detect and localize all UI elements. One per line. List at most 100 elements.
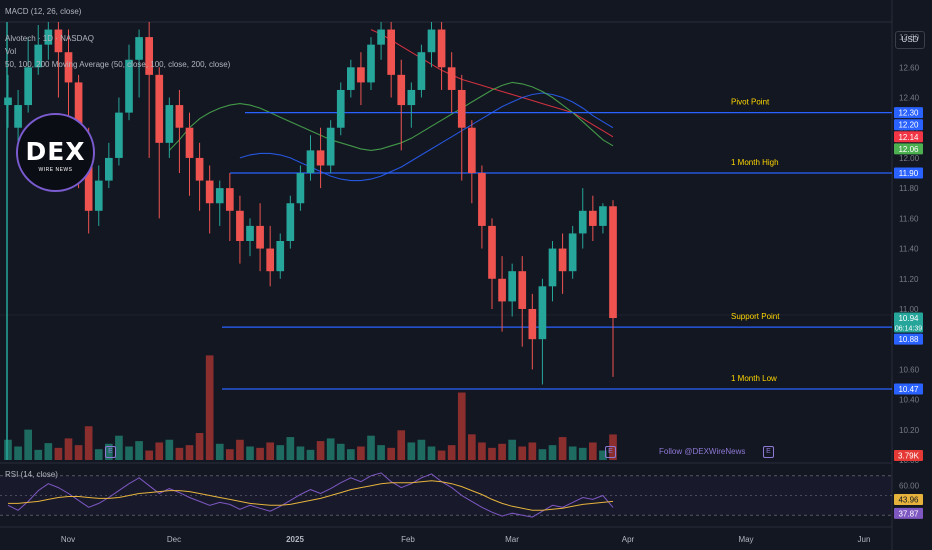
- price-badge: [894, 333, 923, 345]
- logo-subtext: WIRE NEWS: [38, 167, 73, 173]
- candle-body: [24, 67, 32, 106]
- candle-body: [226, 188, 234, 211]
- symbol-legend[interactable]: Alvotech · 1D · NASDAQ: [5, 34, 94, 43]
- price-tick: 12.60: [899, 63, 920, 72]
- volume-bar: [145, 450, 153, 460]
- price-badge: [894, 143, 923, 155]
- volume-bar: [205, 355, 214, 460]
- price-badge-label: 11.90: [899, 169, 919, 178]
- volume-bar: [357, 446, 365, 460]
- volume-bar: [74, 445, 83, 460]
- candle-body: [125, 59, 133, 113]
- level-label: 1 Month High: [731, 158, 779, 167]
- candle-body: [568, 233, 577, 272]
- candle-body: [468, 127, 476, 174]
- price-tick: 11.20: [899, 275, 919, 284]
- candle-body: [528, 308, 537, 340]
- price-tick: 11.00: [899, 305, 919, 314]
- candle-body: [14, 105, 22, 128]
- candle-body: [115, 112, 123, 158]
- candle-body: [478, 173, 486, 226]
- earnings-event-icon[interactable]: E: [763, 446, 774, 458]
- ma-legend[interactable]: 50, 100, 200 Moving Average (50, close, …: [5, 60, 231, 69]
- volume-bar: [115, 435, 123, 460]
- candle-body: [205, 180, 214, 204]
- volume-bar: [195, 433, 204, 460]
- volume-bar: [94, 449, 103, 460]
- volume-bar: [326, 438, 335, 460]
- price-badge: [894, 107, 923, 119]
- volume-bar: [316, 441, 325, 460]
- time-tick: Apr: [622, 535, 635, 544]
- volume-bar: [135, 441, 143, 460]
- candle-body: [447, 67, 456, 90]
- earnings-event-icon[interactable]: E: [105, 446, 116, 458]
- candle-body: [498, 278, 506, 302]
- candle-body: [266, 248, 274, 272]
- volume-bar: [125, 446, 133, 460]
- candle-body: [246, 225, 254, 241]
- volume-bar: [286, 437, 295, 460]
- volume-bar: [599, 450, 607, 460]
- volume-bar: [578, 447, 587, 460]
- price-tick: 11.60: [899, 214, 919, 223]
- candle-body: [407, 89, 416, 106]
- volume-bar: [54, 447, 63, 460]
- candle-body: [367, 44, 375, 83]
- volume-bar: [24, 429, 32, 460]
- candle-body: [276, 241, 285, 272]
- volume-bar: [84, 426, 93, 460]
- price-badge: [894, 383, 923, 395]
- candle-body: [145, 37, 153, 75]
- volume-bar: [226, 449, 234, 460]
- volume-bar: [407, 442, 416, 460]
- volume-bar: [478, 442, 486, 460]
- earnings-event-icon[interactable]: E: [605, 446, 616, 458]
- volume-bar: [589, 442, 597, 460]
- volume-bar: [34, 449, 43, 460]
- volume-bars: [4, 355, 617, 460]
- rsi-legend[interactable]: RSI (14, close): [5, 470, 58, 479]
- candle-body: [185, 127, 194, 158]
- candle-body: [286, 203, 295, 241]
- volume-bar: [64, 438, 73, 460]
- candle-body: [195, 157, 204, 181]
- level-label: 1 Month Low: [731, 374, 777, 383]
- candle-body: [84, 142, 93, 211]
- candle-body: [589, 210, 597, 226]
- candle-body: [306, 150, 315, 174]
- volume-bar: [558, 437, 567, 460]
- volume-bar: [215, 443, 224, 460]
- volume-bar: [306, 449, 315, 460]
- candle-body: [518, 271, 527, 309]
- dex-logo: DEX WIRE NEWS: [16, 113, 95, 192]
- follow-watermark: Follow @DEXWireNews: [659, 447, 746, 456]
- volume-bar: [175, 447, 184, 460]
- level-lines: Pivot Point 1 Month High Support Point 1 Mo…: [222, 98, 892, 390]
- macd-legend[interactable]: MACD (12, 26, close): [5, 7, 82, 16]
- volume-bar: [185, 445, 194, 460]
- candle-body: [316, 150, 325, 166]
- volume-bar: [498, 443, 506, 460]
- candle-body: [347, 67, 355, 90]
- rsi-badge: [894, 493, 923, 505]
- time-tick: Feb: [401, 535, 415, 544]
- volume-bar: [427, 446, 436, 460]
- price-axis: 12.80 12.60 12.40 12.20 12.00 11.80 11.60 11.40…: [894, 33, 923, 465]
- candle-body: [387, 29, 395, 75]
- currency-button[interactable]: USD: [895, 31, 925, 49]
- candle-body: [578, 210, 587, 234]
- volume-bar: [105, 443, 113, 460]
- volume-bar: [266, 442, 274, 460]
- volume-bar: [246, 446, 254, 460]
- volume-badge: [894, 450, 923, 461]
- rsi-badge-label: 37.87: [898, 509, 919, 518]
- candles: [4, 22, 617, 460]
- volume-bar: [276, 445, 285, 460]
- volume-legend[interactable]: Vol: [5, 47, 17, 56]
- volume-bar: [377, 445, 385, 460]
- candle-body: [357, 67, 365, 83]
- volume-bar: [165, 439, 174, 460]
